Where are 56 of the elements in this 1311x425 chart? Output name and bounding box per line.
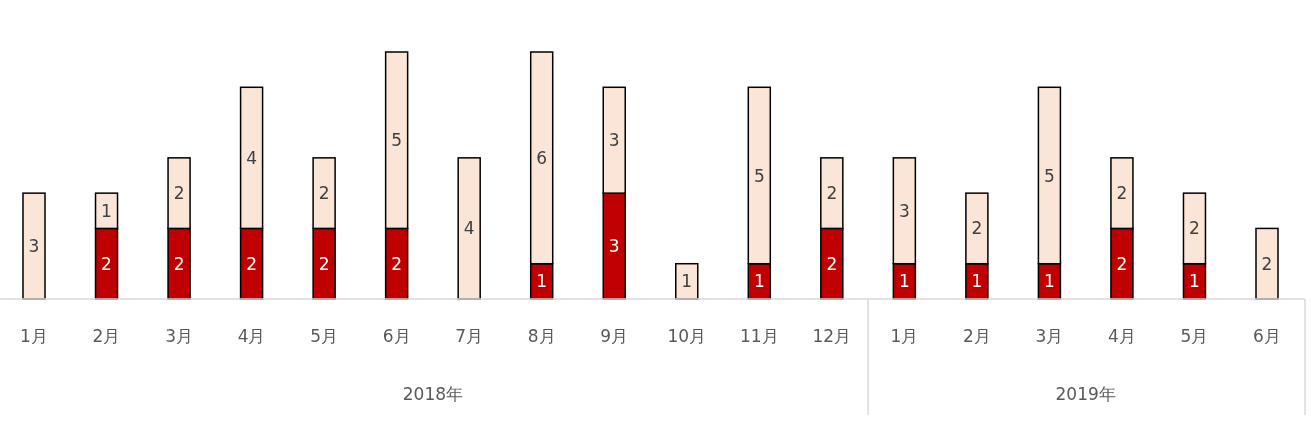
data-label: 1 (898, 271, 910, 292)
data-label: 5 (391, 130, 403, 151)
data-label: 2 (1189, 218, 1200, 239)
data-label: 2 (1261, 253, 1273, 274)
data-label: 1 (101, 200, 112, 221)
data-label: 2 (1116, 253, 1128, 274)
data-label: 2 (318, 253, 330, 274)
data-label: 6 (536, 147, 548, 168)
x-tick-label: 4月 (1108, 326, 1136, 346)
data-label: 2 (391, 253, 403, 274)
x-tick-label: 10月 (667, 326, 707, 346)
text: 2018年 (402, 384, 464, 404)
data-label: 3 (898, 200, 910, 221)
data-label: 3 (608, 236, 620, 257)
data-label: 3 (608, 130, 620, 151)
x-tick-label: 8月 (527, 326, 556, 346)
bar (457, 157, 481, 300)
x-tick-label: 3月 (165, 326, 193, 346)
data-label: 4 (463, 218, 475, 239)
data-label: 2 (971, 218, 983, 239)
data-label: 2 (173, 183, 185, 204)
x-tick-label: 7月 (455, 326, 484, 346)
data-label: 1 (536, 271, 548, 292)
bar (675, 262, 699, 300)
data-label: 3 (28, 236, 40, 257)
data-label: 2 (173, 253, 185, 274)
x-tick-label: 5月 (1180, 326, 1209, 346)
data-label: 2 (826, 253, 838, 274)
x-tick-label: 6月 (1253, 326, 1281, 346)
x-tick-label: 12月 (812, 326, 852, 346)
data-label: 1 (681, 271, 693, 292)
x-tick-label: 11月 (739, 326, 779, 346)
data-label: 2 (318, 183, 330, 204)
data-label: 1 (1189, 271, 1200, 292)
bar (1255, 227, 1279, 300)
x-tick-label: 2月 (92, 326, 121, 346)
x-tick-label: 5月 (310, 326, 339, 346)
data-label: 2 (101, 253, 112, 274)
x-tick-label: 6月 (382, 326, 411, 346)
bar (22, 192, 46, 300)
x-tick-label: 3月 (1035, 326, 1064, 346)
data-label: 1 (1044, 271, 1055, 292)
x-tick-label: 2月 (962, 326, 991, 346)
x-tick-label: 1月 (20, 326, 48, 346)
data-label: 1 (971, 271, 983, 292)
data-label: 2 (826, 183, 838, 204)
x-tick-label: 9月 (600, 326, 629, 346)
text: 2019年 (1055, 384, 1116, 404)
data-label: 2 (1116, 183, 1128, 204)
data-label: 5 (753, 165, 765, 186)
data-label: 5 (1044, 165, 1055, 186)
data-label: 2 (246, 253, 257, 274)
x-tick-label: 1月 (890, 326, 919, 346)
data-label: 1 (753, 271, 765, 292)
x-tick-label: 4月 (237, 326, 266, 346)
data-label: 4 (246, 147, 257, 168)
